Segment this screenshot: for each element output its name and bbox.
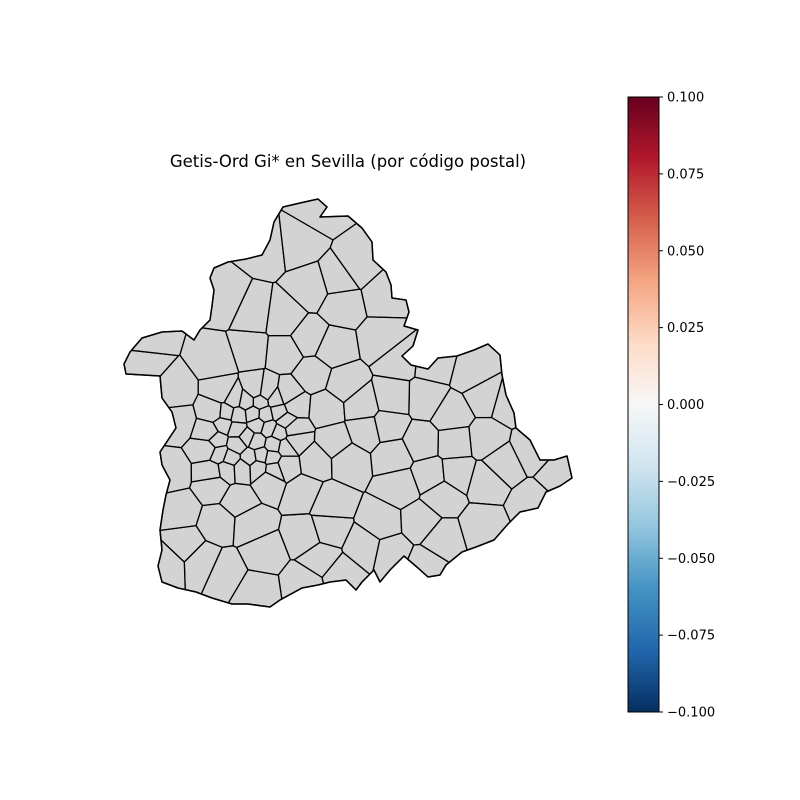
- colorbar-tick-label: −0.075: [667, 629, 715, 644]
- map-title: Getis-Ord Gi* en Sevilla (por código pos…: [169, 152, 527, 171]
- postal-code-region: [418, 480, 470, 519]
- colorbar-tick-label: 0.075: [667, 167, 704, 182]
- postal-code-region: [457, 502, 511, 551]
- colorbar-ticks: 0.100 0.075 0.050 0.025 0.000 −0.025 −0.050 −0.…: [659, 91, 715, 721]
- postal-code-region: [180, 437, 216, 465]
- postal-code-region: [253, 446, 269, 464]
- postal-code-region: [223, 376, 244, 409]
- colorbar-tick-label: 0.100: [667, 91, 704, 106]
- colorbar-tick-label: 0.025: [667, 321, 704, 336]
- province-outline: [123, 198, 573, 608]
- postal-code-region: [264, 461, 286, 483]
- postal-code-region: [284, 417, 317, 437]
- colorbar-tick-label: −0.050: [667, 552, 715, 567]
- colorbar-tick-label: −0.025: [667, 475, 715, 490]
- postal-code-region: [289, 312, 330, 358]
- colorbar-tick-label: 0.000: [667, 398, 704, 413]
- postal-code-region: [370, 374, 411, 416]
- postal-code-region: [437, 425, 473, 460]
- postal-code-region: [372, 532, 415, 583]
- postal-code-region: [317, 247, 361, 295]
- postal-code-region: [269, 403, 289, 422]
- postal-code-region: [480, 440, 528, 490]
- postal-code-region: [263, 435, 282, 453]
- postal-code-region: [401, 418, 440, 463]
- colorbar-tick-label: −0.100: [667, 706, 715, 721]
- postal-code-regions: [123, 198, 573, 608]
- colorbar: 0.100 0.075 0.050 0.025 0.000 −0.025 −0.050 −0.…: [627, 91, 715, 721]
- colorbar-gradient: [627, 96, 660, 713]
- colorbar-tick-label: 0.050: [667, 244, 704, 259]
